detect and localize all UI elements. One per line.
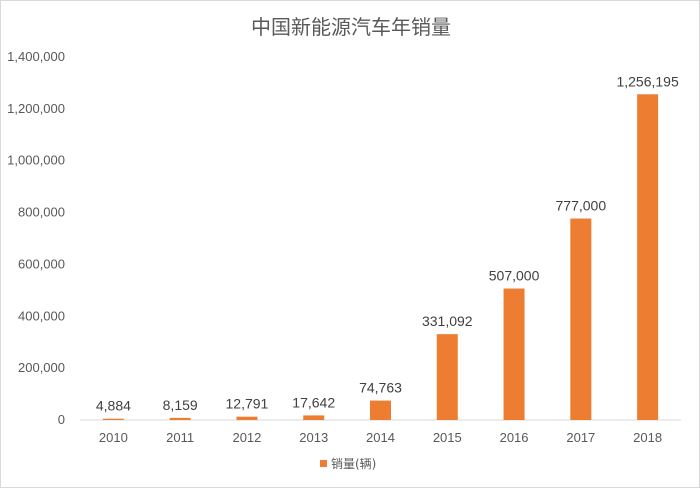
x-tick-label: 2017 — [566, 430, 595, 445]
x-tick-label: 2016 — [500, 430, 529, 445]
bar — [570, 218, 592, 420]
y-tick-label: 800,000 — [18, 205, 65, 220]
data-label: 12,791 — [226, 396, 269, 412]
y-tick-label: 1,400,000 — [7, 49, 65, 64]
y-tick-label: 400,000 — [18, 308, 65, 323]
x-tick-label: 2011 — [166, 430, 194, 445]
x-tick-label: 2015 — [433, 430, 462, 445]
y-tick-label: 600,000 — [18, 256, 65, 271]
chart-title: 中国新能源汽车年销量 — [251, 15, 451, 39]
bar-series — [102, 94, 659, 420]
bar — [637, 94, 659, 420]
data-label: 8,159 — [163, 397, 198, 413]
y-tick-label: 0 — [58, 412, 65, 427]
x-tick-label: 2018 — [633, 430, 662, 445]
data-label: 777,000 — [556, 198, 607, 214]
x-tick-label: 2014 — [366, 430, 395, 445]
x-tick-label: 2012 — [232, 430, 261, 445]
y-axis: 0 200,000 400,000 600,000 800,000 1,000,000 1,… — [7, 49, 65, 427]
bar — [102, 418, 124, 420]
data-label: 1,256,195 — [616, 73, 678, 89]
x-tick-label: 2013 — [299, 430, 328, 445]
bar — [236, 416, 258, 420]
bar — [303, 415, 325, 420]
bar — [370, 400, 391, 420]
data-labels: 4,884 8,159 12,791 17,642 74,763 331,092 507,0… — [96, 73, 679, 413]
y-tick-label: 200,000 — [18, 360, 65, 375]
data-label: 17,642 — [292, 394, 335, 410]
bar — [503, 288, 525, 420]
data-label: 507,000 — [489, 268, 540, 284]
legend-label: 销量(辆) — [331, 457, 376, 471]
data-label: 331,092 — [422, 313, 473, 329]
x-axis: 2010 2011 2012 2013 2014 2015 2016 2017 2018 — [80, 419, 681, 445]
data-label: 4,884 — [96, 398, 131, 414]
legend-swatch — [320, 460, 327, 467]
y-tick-label: 1,200,000 — [7, 101, 65, 116]
data-label: 74,763 — [359, 380, 402, 396]
bar — [436, 334, 458, 420]
legend: 销量(辆) — [320, 457, 376, 471]
y-tick-label: 1,000,000 — [7, 153, 65, 168]
bar — [169, 417, 191, 420]
x-tick-label: 2010 — [99, 430, 128, 445]
